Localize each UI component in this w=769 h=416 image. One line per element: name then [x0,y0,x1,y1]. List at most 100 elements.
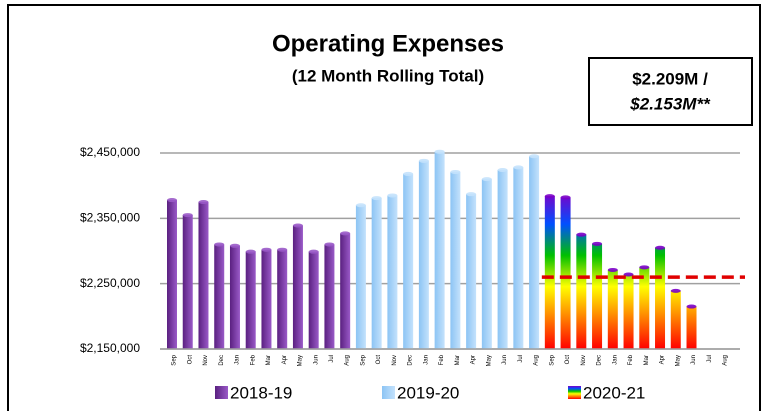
x-tick-label: Oct [376,355,382,365]
legend-swatch [215,386,228,399]
bar-top [497,167,508,172]
bar [308,251,319,349]
x-tick-label: Feb [628,354,634,365]
x-tick-label: Mar [455,355,461,365]
bar [167,200,177,349]
bar-top [198,200,209,204]
x-tick-label: Nov [203,355,209,366]
legend-label: 2020-21 [583,383,645,402]
x-tick-label: Mar [644,355,650,365]
x-tick-label: Jul [518,355,524,363]
y-tick-label: $2,250,000 [80,276,140,290]
bar [607,269,618,349]
bar [324,244,335,349]
bar-top [450,169,461,174]
bar-top [544,194,555,199]
bar [529,156,540,349]
bar-top [592,241,603,246]
x-tick-label: Apr [660,355,666,364]
x-tick-label: Apr [282,355,288,364]
bar [560,197,571,349]
x-tick-label: Oct [187,355,193,365]
bar [466,194,477,349]
x-tick-label: May [675,355,681,366]
x-tick-label: Jul [707,355,713,363]
bar [655,247,666,349]
x-tick-label: Sep [360,354,366,365]
bar-top [403,171,414,176]
bar-top [481,177,492,182]
y-tick-label: $2,150,000 [80,341,140,355]
x-tick-label: Nov [392,355,398,366]
x-tick-label: Jan [423,355,429,365]
bar [670,290,681,349]
bar [623,274,634,349]
bar-top [418,158,429,163]
x-tick-label: Feb [439,354,445,365]
bar [481,179,492,349]
bar [592,243,603,349]
bar [371,198,382,349]
bar [245,251,256,349]
bar-top [655,245,666,250]
bar [639,267,650,349]
bar-top [245,249,256,254]
x-tick-label: Jun [313,355,319,365]
bar [214,244,225,349]
bar [182,215,193,349]
x-tick-label: Nov [581,355,587,366]
y-tick-label: $2,450,000 [80,145,140,159]
bar [277,249,288,349]
bar-top [576,232,587,237]
bar-top [670,288,681,293]
bar-top [607,267,618,272]
x-tick-label: Jan [235,355,241,365]
x-tick-label: Sep [172,354,178,365]
bar [198,202,209,349]
chart-subtitle: (12 Month Rolling Total) [292,66,484,85]
bar [403,173,414,349]
bar [450,171,461,349]
x-tick-label: Aug [345,355,351,366]
bar [497,169,508,349]
x-tick-label: Mar [266,355,272,365]
bar [292,225,303,349]
bar-top [229,243,240,248]
y-tick-label: $2,350,000 [80,211,140,225]
bar-top [466,192,477,197]
bar-top [529,154,540,159]
x-tick-label: Jan [612,355,618,365]
bar-top [167,198,177,203]
bar-top [292,223,303,228]
x-tick-label: Jun [502,355,508,365]
x-tick-label: Jul [329,355,335,363]
bar [355,205,366,349]
bar-top [434,149,445,154]
bar-top [686,304,697,309]
legend-swatch [382,386,395,399]
bar-top [277,247,288,252]
bar-top [387,193,398,198]
x-tick-label: Dec [408,355,414,366]
bar-top [513,165,524,170]
annotation: $2.209M / [632,69,708,88]
x-tick-label: May [486,355,492,366]
bar-top [639,265,650,270]
x-tick-label: Aug [534,355,540,366]
bar [229,245,240,349]
bar [513,167,524,349]
x-tick-label: Dec [597,355,603,366]
bar-top [324,242,335,247]
x-tick-label: May [298,355,304,366]
bar [576,234,587,349]
bar-top [560,195,571,200]
legend-swatch [568,386,581,399]
bar [418,160,429,349]
bar-top [623,272,634,277]
x-tick-label: Oct [565,355,571,365]
bar [544,196,555,349]
bar-top [355,203,366,208]
x-tick-label: Jun [691,355,697,365]
bar-top [340,231,351,236]
annotation: $2.153M** [629,94,711,113]
